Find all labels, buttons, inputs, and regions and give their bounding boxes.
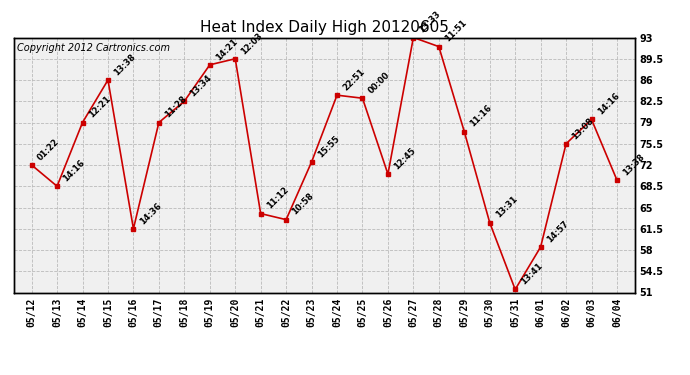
Text: 11:51: 11:51 [443,18,469,44]
Text: 13:38: 13:38 [621,152,647,177]
Text: 12:45: 12:45 [392,146,417,171]
Text: 14:36: 14:36 [137,201,163,226]
Text: 00:00: 00:00 [366,70,392,95]
Text: 10:58: 10:58 [290,192,315,217]
Text: 13:34: 13:34 [188,73,214,99]
Text: 13:08: 13:08 [570,116,595,141]
Text: 01:22: 01:22 [36,137,61,162]
Text: 13:33: 13:33 [417,10,443,35]
Text: 14:16: 14:16 [61,158,87,183]
Text: 11:28: 11:28 [163,94,188,120]
Text: 13:38: 13:38 [112,52,137,77]
Text: Copyright 2012 Cartronics.com: Copyright 2012 Cartronics.com [17,43,170,52]
Text: 12:03: 12:03 [239,31,264,56]
Text: 15:55: 15:55 [316,134,341,159]
Text: 11:16: 11:16 [469,104,494,129]
Text: 13:31: 13:31 [494,195,519,220]
Text: 13:41: 13:41 [520,261,544,286]
Text: 11:12: 11:12 [265,185,290,211]
Text: 14:57: 14:57 [545,219,570,244]
Text: 14:21: 14:21 [214,37,239,62]
Text: 12:21: 12:21 [87,94,112,120]
Text: 22:51: 22:51 [341,67,366,92]
Text: 14:16: 14:16 [595,92,621,117]
Title: Heat Index Daily High 20120605: Heat Index Daily High 20120605 [200,20,448,35]
